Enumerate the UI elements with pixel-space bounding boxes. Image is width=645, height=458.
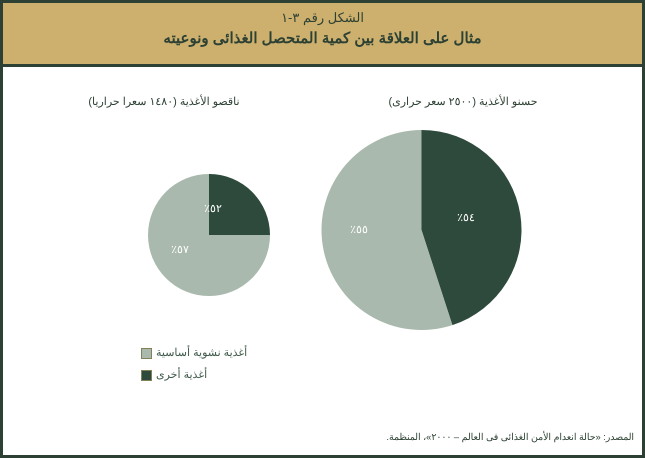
svg-text:٧٥٪: ٧٥٪ [171, 244, 189, 256]
svg-text:٢٥٪: ٢٥٪ [204, 203, 222, 215]
svg-text:٥٥٪: ٥٥٪ [350, 224, 368, 236]
svg-text:٤٥٪: ٤٥٪ [457, 212, 475, 224]
